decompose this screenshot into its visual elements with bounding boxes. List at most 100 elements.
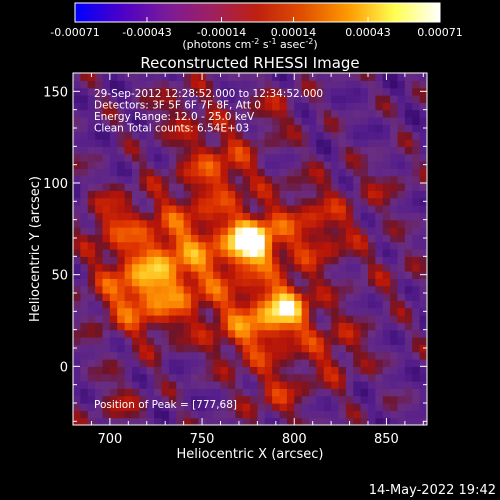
heatmap-cell (390, 131, 399, 140)
heatmap-cell (205, 175, 214, 184)
heatmap-cell (279, 161, 288, 169)
heatmap-cell (412, 95, 421, 103)
heatmap-cell (198, 227, 207, 235)
heatmap-cell (154, 329, 163, 338)
heatmap-cell (345, 373, 354, 382)
heatmap-cell (279, 234, 288, 243)
heatmap-cell (198, 307, 207, 316)
heatmap-cell (205, 73, 214, 81)
heatmap-cell (176, 124, 185, 133)
heatmap-cell (220, 153, 229, 162)
heatmap-cell (80, 131, 89, 140)
heatmap-cell (73, 117, 81, 125)
heatmap-cell (80, 395, 89, 404)
heatmap-cell (250, 109, 258, 118)
heatmap-cell (183, 366, 192, 375)
heatmap-cell (345, 212, 354, 221)
heatmap-cell (80, 373, 89, 382)
heatmap-cell (176, 388, 185, 397)
heatmap-cell (390, 344, 399, 353)
heatmap-cell (360, 117, 369, 125)
heatmap-cell (124, 410, 133, 419)
heatmap-cell (227, 117, 236, 125)
heatmap-cell (191, 278, 199, 287)
heatmap-cell (117, 329, 126, 338)
heatmap-cell (257, 337, 266, 345)
heatmap-cell (338, 124, 347, 133)
heatmap-cell (117, 183, 126, 191)
heatmap-cell (412, 131, 421, 140)
heatmap-cell (161, 190, 170, 199)
heatmap-cell (132, 315, 140, 323)
heatmap-cell (338, 241, 347, 250)
heatmap-cell (132, 80, 140, 89)
heatmap-cell (124, 351, 133, 360)
heatmap-cell (257, 329, 266, 338)
heatmap-cell (95, 366, 104, 375)
heatmap-cell (390, 87, 399, 96)
heatmap-cell (80, 87, 89, 96)
heatmap-cell (205, 87, 214, 96)
heatmap-cell (331, 410, 340, 419)
heatmap-cell (345, 249, 354, 257)
heatmap-cell (146, 249, 155, 257)
heatmap-cell (124, 153, 133, 162)
heatmap-cell (139, 95, 148, 103)
heatmap-cell (235, 359, 244, 367)
heatmap-cell (176, 146, 185, 155)
heatmap-cell (286, 197, 295, 206)
heatmap-cell (227, 373, 236, 382)
heatmap-cell (257, 307, 266, 316)
heatmap-cell (301, 109, 310, 118)
heatmap-cell (353, 87, 362, 96)
heatmap-cell (95, 410, 104, 419)
heatmap-cell (205, 131, 214, 140)
heatmap-cell (338, 271, 347, 279)
heatmap-cell (87, 183, 96, 191)
heatmap-cell (139, 117, 148, 125)
heatmap-cell (368, 102, 376, 111)
heatmap-cell (73, 263, 81, 272)
heatmap-cell (294, 241, 303, 250)
heatmap-cell (235, 366, 244, 375)
heatmap-cell (176, 256, 185, 265)
heatmap-cell (109, 417, 118, 425)
heatmap-cell (132, 359, 140, 367)
chart-title: Reconstructed RHESSI Image (140, 54, 359, 72)
heatmap-cell (87, 366, 96, 375)
heatmap-cell (309, 219, 317, 228)
heatmap-cell (161, 373, 170, 382)
heatmap-cell (390, 183, 399, 191)
heatmap-cell (220, 241, 229, 250)
heatmap-cell (109, 139, 118, 147)
heatmap-cell (419, 300, 427, 309)
heatmap-cell (301, 197, 310, 206)
heatmap-cell (375, 73, 384, 81)
heatmap-cell (390, 161, 399, 169)
heatmap-cell (360, 344, 369, 353)
heatmap-cell (87, 139, 96, 147)
heatmap-cell (176, 139, 185, 147)
heatmap-cell (220, 263, 229, 272)
heatmap-cell (412, 278, 421, 287)
heatmap-cell (95, 73, 104, 81)
heatmap-cell (382, 344, 391, 353)
heatmap-cell (323, 109, 332, 118)
heatmap-cell (73, 153, 81, 162)
heatmap-cell (264, 73, 273, 81)
heatmap-cell (213, 388, 222, 397)
heatmap-cell (279, 73, 288, 81)
heatmap-cell (87, 395, 96, 404)
heatmap-cell (227, 300, 236, 309)
heatmap-cell (375, 395, 384, 404)
heatmap-cell (397, 344, 406, 353)
heatmap-cell (227, 381, 236, 389)
heatmap-cell (368, 87, 376, 96)
heatmap-cell (390, 249, 399, 257)
heatmap-cell (397, 388, 406, 397)
heatmap-cell (331, 381, 340, 389)
heatmap-cell (397, 271, 406, 279)
heatmap-cell (154, 183, 163, 191)
heatmap-cell (404, 410, 413, 419)
heatmap-cell (412, 168, 421, 177)
